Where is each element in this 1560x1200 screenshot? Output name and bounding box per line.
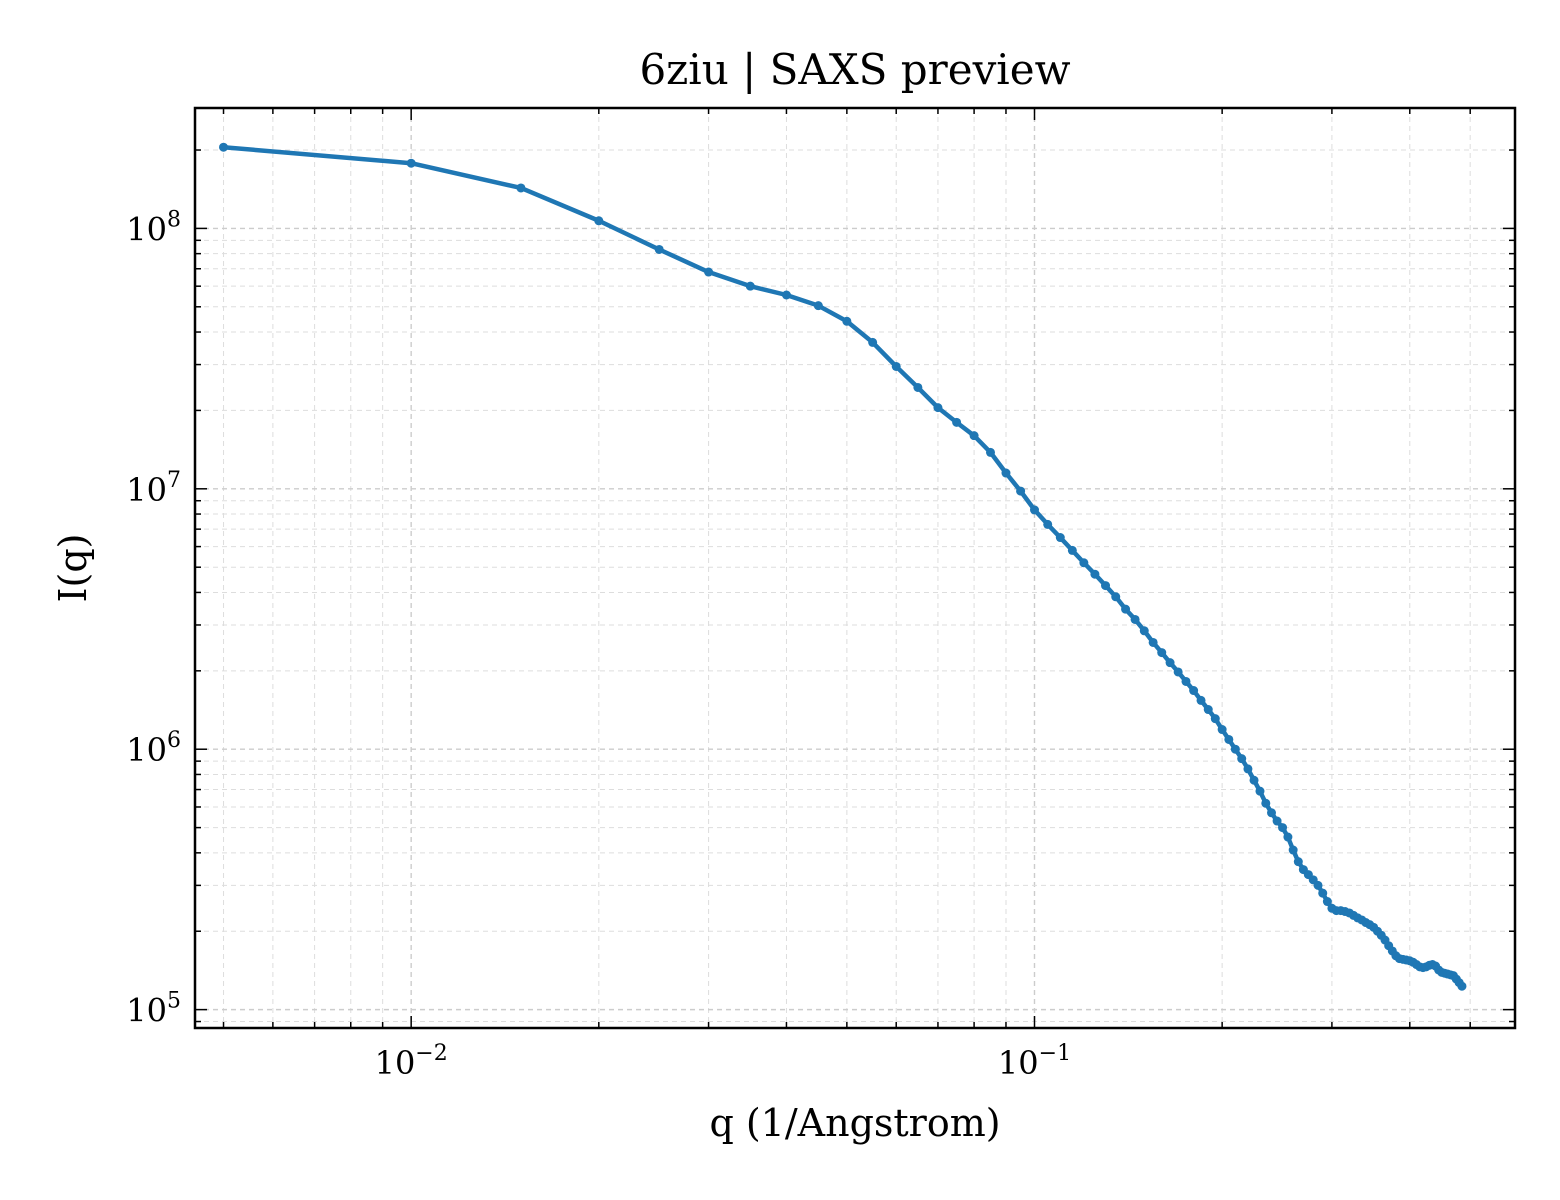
data-point: [1249, 775, 1259, 785]
data-point: [868, 337, 878, 347]
data-point: [1203, 705, 1213, 715]
data-point: [933, 403, 943, 413]
data-point: [913, 382, 923, 392]
data-point: [1130, 614, 1140, 624]
data-point: [1217, 725, 1227, 735]
data-point: [1055, 533, 1065, 543]
y-tick-label: 106: [126, 728, 181, 769]
data-point: [1267, 808, 1276, 818]
data-point: [594, 216, 604, 226]
data-point: [1111, 592, 1121, 602]
x-tick-label: 10−2: [375, 1041, 448, 1082]
data-point: [1283, 832, 1293, 842]
data-point: [781, 290, 791, 300]
data-point: [1322, 897, 1332, 907]
data-point: [1255, 786, 1265, 796]
data-point: [516, 183, 526, 193]
data-point: [1318, 888, 1328, 898]
data-point: [1181, 676, 1191, 686]
data-point: [969, 431, 979, 441]
y-tick-label: 105: [126, 989, 181, 1030]
data-point: [1173, 667, 1183, 677]
data-point: [1121, 604, 1131, 614]
y-axis-label: I(q): [51, 534, 95, 603]
data-point: [654, 244, 664, 254]
data-point: [1148, 637, 1158, 647]
chart-title: 6ziu | SAXS preview: [639, 45, 1070, 94]
data-point: [406, 158, 416, 168]
x-axis-label: q (1/Angstrom): [709, 1101, 1000, 1145]
data-point: [1457, 981, 1467, 991]
data-point: [1237, 754, 1247, 764]
data-point: [1189, 686, 1199, 696]
data-point: [1210, 714, 1220, 724]
data-point: [1196, 695, 1206, 705]
data-point: [1030, 505, 1039, 515]
data-point: [842, 316, 852, 326]
data-point: [1288, 845, 1298, 855]
y-tick-label: 107: [126, 468, 181, 509]
data-point: [1139, 626, 1149, 636]
y-tick-label: 108: [126, 207, 181, 248]
data-point: [1272, 816, 1282, 826]
data-point: [1293, 857, 1303, 867]
data-point: [1243, 764, 1253, 774]
data-point: [1090, 569, 1100, 579]
x-tick-label: 10−1: [998, 1041, 1071, 1082]
data-point: [1230, 744, 1240, 754]
data-point: [891, 361, 901, 371]
data-point: [986, 447, 995, 457]
data-point: [1313, 880, 1323, 890]
data-point: [813, 301, 823, 311]
grid: [195, 108, 1515, 1028]
data-point: [1165, 658, 1175, 668]
data-point: [1043, 519, 1053, 529]
data-point: [1067, 545, 1077, 555]
plot-frame: [193, 106, 1517, 1030]
series-group: [219, 142, 1467, 991]
data-point: [745, 281, 755, 291]
data-point: [1261, 798, 1271, 808]
tick-labels: 10−2 10−1 105 106 107 108: [126, 207, 1071, 1082]
data-point: [1016, 486, 1026, 496]
data-point: [1157, 648, 1167, 658]
data-point: [1278, 823, 1288, 833]
data-point: [704, 267, 714, 277]
data-point: [1101, 581, 1111, 591]
data-point: [1224, 734, 1234, 744]
data-point: [219, 142, 229, 152]
data-point: [1079, 558, 1089, 568]
data-point: [1001, 468, 1011, 478]
data-point: [952, 417, 962, 427]
